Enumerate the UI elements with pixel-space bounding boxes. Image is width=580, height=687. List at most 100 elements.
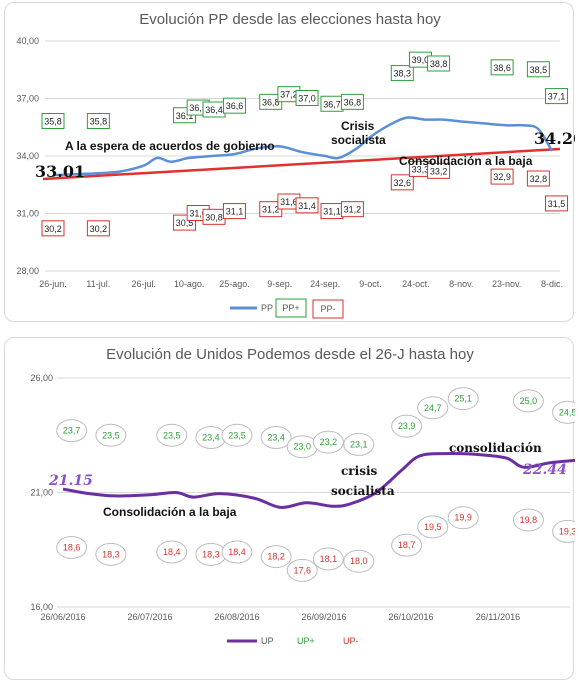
up-minus-label-oval — [156, 540, 188, 564]
pp-minus-label: 31,2 — [344, 205, 362, 215]
pp-minus-label: 33,3 — [412, 164, 430, 174]
up-minus-label-oval — [512, 508, 544, 532]
x-tick-label: 26/08/2016 — [214, 612, 259, 622]
pp-minus-label: 31,1 — [226, 207, 244, 217]
pp-plus-label-box — [222, 97, 246, 114]
pp-minus-label: 31,2 — [262, 205, 280, 215]
legend-up-minus-label: UP- — [343, 636, 359, 646]
pp-plus-label-box — [41, 113, 65, 129]
up-minus-label: 18,3 — [102, 549, 120, 559]
pp-annotation-socialista: socialista — [331, 133, 386, 147]
up-plus-label: 23,5 — [228, 430, 246, 440]
up-minus-label-oval — [286, 558, 318, 582]
up-plus-label: 23,0 — [293, 442, 311, 452]
pp-plus-label: 36,4 — [205, 105, 223, 115]
pp-minus-label-box — [427, 162, 451, 179]
up-chart-panel: Evolución de Unidos Podemos desde el 26-… — [4, 337, 575, 680]
x-tick-label: 8-dic. — [541, 279, 563, 289]
pp-plus-label: 37,2 — [280, 90, 298, 100]
up-minus-label-oval — [221, 540, 253, 564]
y-tick-label: 34,00 — [16, 151, 39, 161]
up-plus-label: 23,1 — [350, 439, 368, 449]
up-plus-label: 23,9 — [398, 421, 416, 431]
up-series-line — [62, 452, 575, 509]
up-annotation-crisis: crisis — [341, 464, 378, 478]
up-plus-label: 25,1 — [454, 394, 472, 404]
up-plus-label: 23,4 — [267, 433, 285, 443]
up-chart-title: Evolución de Unidos Podemos desde el 26-… — [106, 346, 474, 363]
pp-minus-label: 31,6 — [280, 197, 298, 207]
pp-minus-label: 30,8 — [205, 212, 223, 222]
pp-minus-label: 31,1 — [323, 207, 341, 217]
pp-plus-label: 36,6 — [226, 101, 244, 111]
up-minus-label: 18,4 — [228, 547, 246, 557]
up-plus-label: 25,0 — [520, 396, 538, 406]
pp-minus-label-box — [490, 168, 514, 185]
pp-plus-label-box — [86, 113, 110, 129]
up-plus-label-oval — [260, 426, 292, 450]
up-start-value: 21.15 — [48, 473, 93, 489]
up-plus-label-oval — [512, 389, 544, 413]
up-plus-label-oval — [221, 423, 253, 447]
pp-minus-label: 31,5 — [548, 199, 566, 209]
pp-plus-label: 38,3 — [394, 69, 412, 79]
up-minus-label-oval — [391, 533, 423, 557]
up-chart: Evolución de Unidos Podemos desde el 26-… — [30, 346, 575, 646]
up-minus-label-oval — [95, 542, 127, 566]
pp-minus-label-box — [86, 220, 110, 237]
up-plus-label: 24,7 — [424, 403, 442, 413]
up-minus-label-oval — [552, 519, 575, 543]
pp-series-line — [52, 116, 554, 177]
legend-up-label: UP — [261, 636, 274, 646]
up-plus-label-oval — [447, 387, 479, 411]
up-end-value: 22.44 — [522, 462, 567, 478]
up-plus-label: 23,7 — [63, 426, 81, 436]
y-tick-label: 28,00 — [16, 266, 39, 276]
pp-start-value: 33.01 — [35, 162, 85, 181]
pp-minus-label: 30,5 — [176, 218, 194, 228]
up-plus-label-oval — [391, 414, 423, 438]
pp-plus-label: 38,8 — [430, 59, 448, 69]
up-plus-label-oval — [343, 432, 375, 456]
up-minus-label-oval — [343, 549, 375, 573]
up-minus-label: 18,2 — [267, 552, 285, 562]
y-tick-label: 31,00 — [16, 209, 39, 219]
pp-plus-label: 37,1 — [548, 92, 566, 102]
legend-pp-label: PP — [261, 303, 273, 313]
pp-plus-label-box — [545, 88, 569, 105]
up-annotation-consolidation-low: Consolidación a la baja — [103, 505, 237, 519]
up-plus-label: 24,5 — [559, 407, 575, 417]
legend-pp-minus-label: PP- — [320, 304, 335, 314]
up-minus-label: 18,4 — [163, 547, 181, 557]
up-minus-label: 19,8 — [520, 515, 538, 525]
pp-minus-label-box — [545, 195, 569, 212]
pp-plus-label-box — [490, 59, 514, 76]
up-minus-label-oval — [417, 515, 449, 539]
pp-minus-label-box — [295, 197, 319, 214]
x-tick-label: 24-oct. — [402, 279, 430, 289]
up-plus-label-oval — [56, 419, 88, 443]
up-plus-label-oval — [552, 400, 575, 424]
up-minus-label: 19,3 — [559, 526, 575, 536]
up-minus-label: 18,7 — [398, 540, 416, 550]
pp-plus-label: 36,1 — [176, 111, 194, 121]
pp-minus-label-box — [390, 174, 414, 191]
x-tick-label: 11-jul. — [86, 279, 110, 289]
up-plus-label: 23,4 — [202, 433, 220, 443]
pp-minus-label: 30,2 — [44, 224, 62, 234]
up-minus-label-oval — [312, 547, 344, 571]
pp-end-value: 34.26 — [534, 129, 575, 148]
pp-chart-title: Evolución PP desde las elecciones hasta … — [139, 11, 441, 28]
up-annotation-consolidacion: consolidación — [449, 441, 542, 455]
pp-minus-label-box — [526, 170, 550, 187]
pp-minus-label: 32,9 — [493, 172, 511, 182]
pp-plus-label-box — [427, 55, 451, 72]
up-minus-label: 18,0 — [350, 556, 368, 566]
up-minus-label: 18,3 — [202, 549, 220, 559]
pp-plus-label: 38,5 — [530, 65, 548, 75]
x-tick-label: 26/07/2016 — [127, 612, 172, 622]
x-tick-label: 25-ago. — [219, 279, 250, 289]
pp-minus-label: 30,2 — [90, 224, 108, 234]
legend-pp-plus-box — [275, 298, 307, 318]
up-annotation-socialista: socialista — [331, 484, 395, 498]
